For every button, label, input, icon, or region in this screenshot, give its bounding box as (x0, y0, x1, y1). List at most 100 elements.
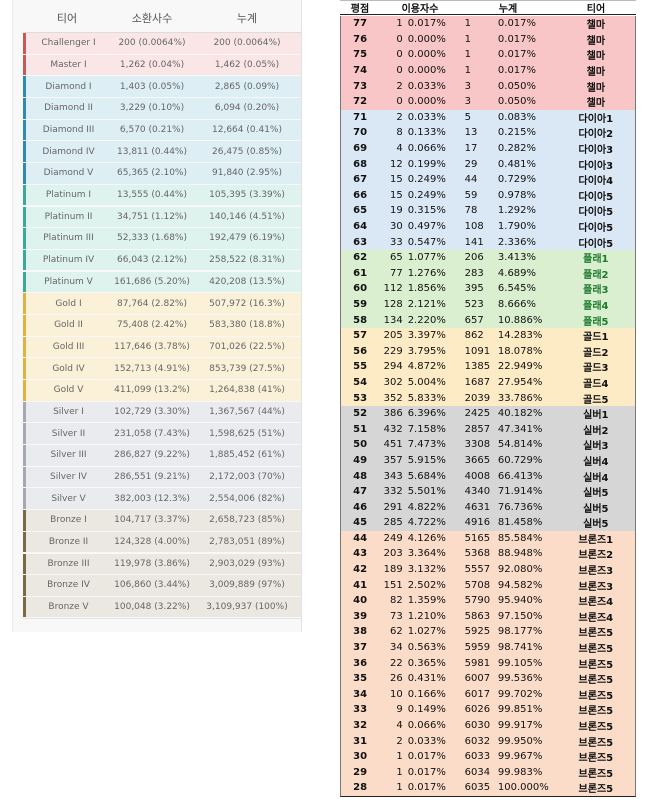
cumulative-percent: 98.741% (497, 642, 543, 654)
cumulative-percent: 54.814% (497, 439, 543, 451)
user-percent: 2.121% (407, 298, 446, 310)
cumulative-percent: 0.050% (497, 80, 537, 92)
user-percent: 1.077% (407, 252, 446, 264)
table-row: 33 9 0.149% 6026 99.851% 브론즈5 (341, 702, 635, 718)
rating-value: 44 (353, 532, 368, 544)
summoner-count: 102,729 (3.30%) (114, 406, 190, 417)
cumulative-count: 4008 (464, 470, 491, 482)
user-percent: 0.033% (407, 111, 446, 123)
cumulative-percent: 0.050% (497, 96, 537, 108)
table-row: Diamond V 65,365 (2.10%) 91,840 (2.95%) (23, 163, 301, 184)
tier-name: Bronze III (47, 558, 90, 569)
table-row: 38 62 1.027% 5925 98.177% 브론즈5 (341, 624, 635, 640)
tier-label: 브론즈5 (578, 675, 614, 687)
cumulative-percent: 0.282% (497, 143, 537, 155)
tier-label: 골드4 (583, 378, 609, 390)
summoner-count: 100,048 (3.22%) (114, 602, 190, 613)
rating-value: 62 (353, 252, 368, 264)
cumulative-percent: 10.886% (497, 314, 543, 326)
tier-color-stripe (23, 163, 26, 184)
tier-name: Silver IV (50, 472, 87, 483)
user-count: 294 (383, 361, 403, 373)
table-row: 48 343 5.684% 4008 66.413% 실버4 (341, 468, 635, 484)
user-count: 2 (396, 80, 403, 92)
cumulative-count: 141 (464, 236, 484, 248)
user-percent: 3.132% (407, 564, 446, 576)
user-count: 2 (396, 111, 403, 123)
cumulative-count: 5863 (464, 610, 491, 622)
table-row: Silver IV 286,551 (9.21%) 2,172,003 (70%) (23, 466, 301, 488)
cumulative-count: 3,009,889 (97%) (209, 580, 285, 591)
summoner-count: 6,570 (0.21%) (119, 125, 185, 136)
cumulative-count: 507,972 (16.3%) (209, 298, 285, 309)
cumulative-count: 192,479 (6.19%) (209, 233, 285, 244)
table-row: 34 10 0.166% 6017 99.702% 브론즈5 (341, 686, 635, 703)
cumulative-percent: 22.949% (497, 361, 543, 373)
rating-value: 38 (353, 626, 368, 638)
cumulative-count: 5557 (464, 564, 491, 576)
tier-label: 브론즈5 (578, 784, 614, 796)
summoner-count: 152,713 (4.91%) (114, 363, 190, 374)
tier-label: 브론즈3 (578, 566, 614, 578)
user-count: 432 (383, 423, 403, 435)
tier-name: Silver III (50, 450, 87, 461)
table-row: Bronze II 124,328 (4.00%) 2,783,051 (89%) (23, 531, 301, 553)
tier-label: 골드3 (583, 363, 609, 375)
rating-value: 75 (353, 49, 368, 61)
user-percent: 5.501% (407, 486, 446, 498)
tier-color-stripe (23, 553, 26, 575)
user-percent: 0.033% (407, 80, 446, 92)
cumulative-count: 1385 (464, 361, 491, 373)
tier-name: Diamond V (43, 168, 94, 179)
user-count: 302 (383, 376, 403, 388)
rating-value: 55 (353, 361, 368, 373)
tier-name: Diamond IV (42, 146, 95, 157)
table-row: 54 302 5.004% 1687 27.954% 골드4 (341, 374, 635, 391)
user-percent: 4.822% (407, 501, 446, 513)
cumulative-count: 5981 (464, 657, 491, 669)
tier-label: 브론즈5 (578, 690, 614, 702)
tier-name: Silver V (51, 493, 86, 504)
cumulative-count: 5165 (464, 532, 491, 544)
rating-value: 72 (353, 96, 368, 108)
tier-color-stripe (23, 596, 26, 618)
tier-label: 다이아5 (578, 223, 614, 235)
rating-value: 56 (353, 345, 368, 357)
tier-label: 골드5 (583, 394, 609, 406)
rating-value: 68 (353, 158, 368, 170)
table-row: 49 357 5.915% 3665 60.729% 실버4 (341, 452, 635, 469)
rating-value: 32 (353, 720, 368, 732)
user-percent: 1.359% (407, 595, 446, 607)
user-percent: 7.158% (407, 423, 446, 435)
cumulative-count: 2,658,723 (85%) (209, 515, 285, 526)
summoner-count: 286,551 (9.21%) (114, 472, 190, 483)
summoner-count: 104,717 (3.37%) (114, 515, 190, 526)
table-row: Diamond I 1,403 (0.05%) 2,865 (0.09%) (23, 76, 301, 97)
cumulative-percent: 81.458% (497, 517, 543, 529)
cumulative-count: 91,840 (2.95%) (212, 168, 282, 179)
tier-color-stripe (23, 228, 26, 249)
summoner-count: 1,262 (0.04%) (119, 59, 185, 70)
user-percent: 0.431% (407, 673, 446, 685)
user-percent: 0.199% (407, 158, 446, 170)
cumulative-count: 44 (464, 174, 478, 186)
table-row: Diamond IV 13,811 (0.44%) 26,475 (0.85%) (23, 141, 301, 163)
cumulative-count: 523 (464, 298, 484, 310)
cumulative-percent: 47.341% (497, 423, 543, 435)
user-percent: 0.066% (407, 720, 446, 732)
cumulative-percent: 95.940% (497, 595, 543, 607)
user-count: 15 (389, 174, 403, 186)
user-percent: 3.795% (407, 345, 446, 357)
cumulative-count: 1 (464, 18, 471, 30)
user-count: 65 (389, 252, 403, 264)
table-row: 68 12 0.199% 29 0.481% 다이아3 (341, 156, 635, 172)
tier-name: Platinum III (43, 233, 94, 244)
rating-value: 39 (353, 610, 368, 622)
table-row: 69 4 0.066% 17 0.282% 다이아3 (341, 140, 635, 157)
table-row: Platinum III 52,333 (1.68%) 192,479 (6.19%… (23, 228, 301, 249)
rating-value: 76 (353, 33, 368, 45)
cumulative-count: 6026 (464, 704, 491, 716)
user-percent: 5.915% (407, 454, 446, 466)
tier-label: 실버1 (583, 410, 609, 422)
table-row: 61 77 1.276% 283 4.689% 플래2 (341, 265, 635, 282)
